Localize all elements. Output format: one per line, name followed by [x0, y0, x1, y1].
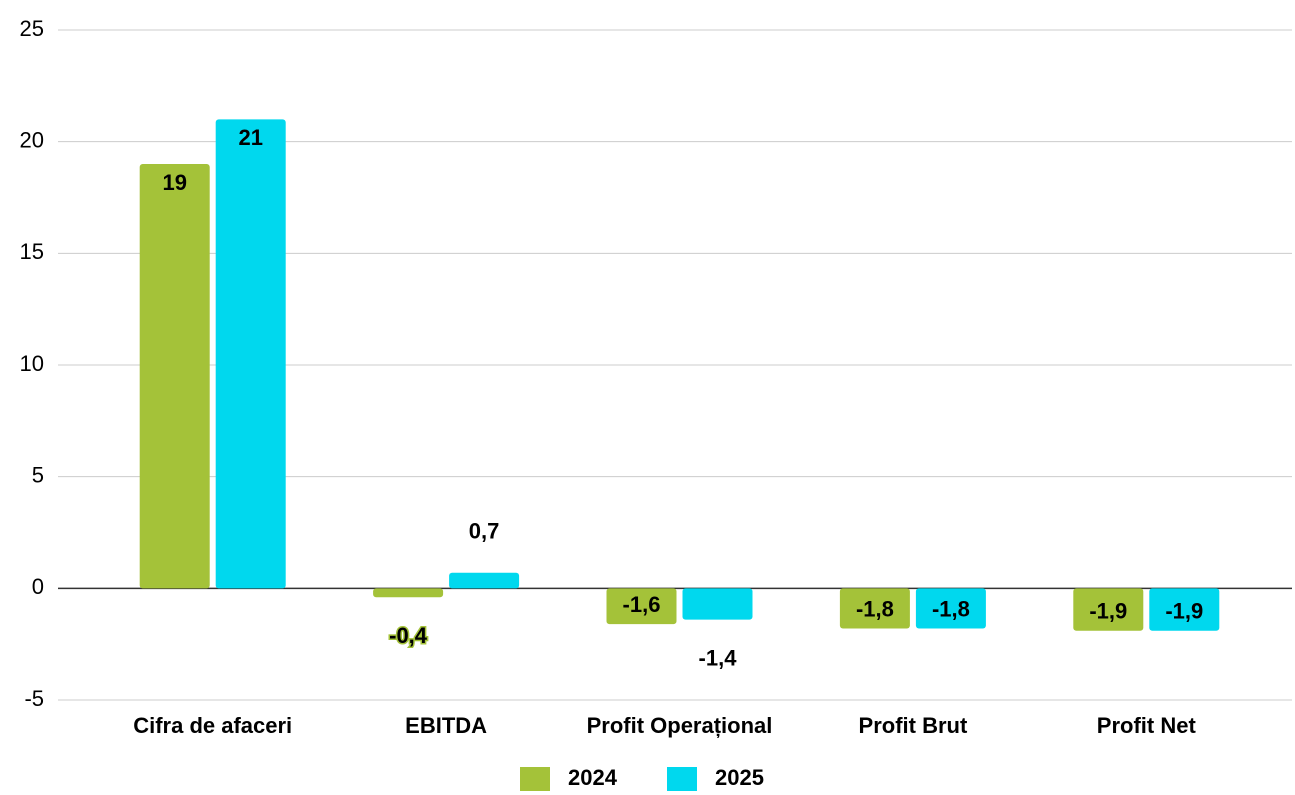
bar — [839, 588, 910, 629]
legend-label: 2025 — [715, 765, 764, 790]
bar — [1073, 588, 1144, 631]
bar — [449, 572, 520, 589]
data-label: 0,7 — [469, 519, 500, 544]
data-label: -0,4 — [389, 623, 428, 648]
data-label: 19 — [162, 170, 186, 195]
legend-label: 2024 — [568, 765, 618, 790]
bar — [606, 588, 677, 625]
x-tick-label: Profit Brut — [859, 713, 968, 738]
y-tick-label: 0 — [32, 574, 44, 599]
bar — [215, 119, 286, 589]
y-tick-label: -5 — [24, 686, 44, 711]
bar — [139, 164, 210, 589]
data-label: -1,8 — [856, 596, 894, 621]
legend-swatch — [667, 767, 697, 791]
legend-swatch — [520, 767, 550, 791]
data-label: -1,9 — [1165, 599, 1203, 624]
data-label: 21 — [238, 125, 262, 150]
x-tick-label: Profit Net — [1097, 713, 1197, 738]
data-label: -1,9 — [1089, 599, 1127, 624]
y-tick-label: 25 — [20, 16, 44, 41]
bar — [682, 588, 753, 620]
bar — [1149, 588, 1220, 631]
x-tick-label: EBITDA — [405, 713, 487, 738]
y-tick-label: 15 — [20, 239, 44, 264]
y-tick-label: 10 — [20, 351, 44, 376]
bar — [915, 588, 986, 629]
y-tick-label: 20 — [20, 127, 44, 152]
data-label: -1,4 — [699, 645, 738, 670]
y-tick-label: 5 — [32, 462, 44, 487]
x-tick-label: Profit Operațional — [587, 713, 773, 738]
data-label: -1,6 — [623, 592, 661, 617]
data-label: -1,8 — [932, 596, 970, 621]
bar — [373, 588, 444, 598]
x-tick-label: Cifra de afaceri — [133, 713, 292, 738]
